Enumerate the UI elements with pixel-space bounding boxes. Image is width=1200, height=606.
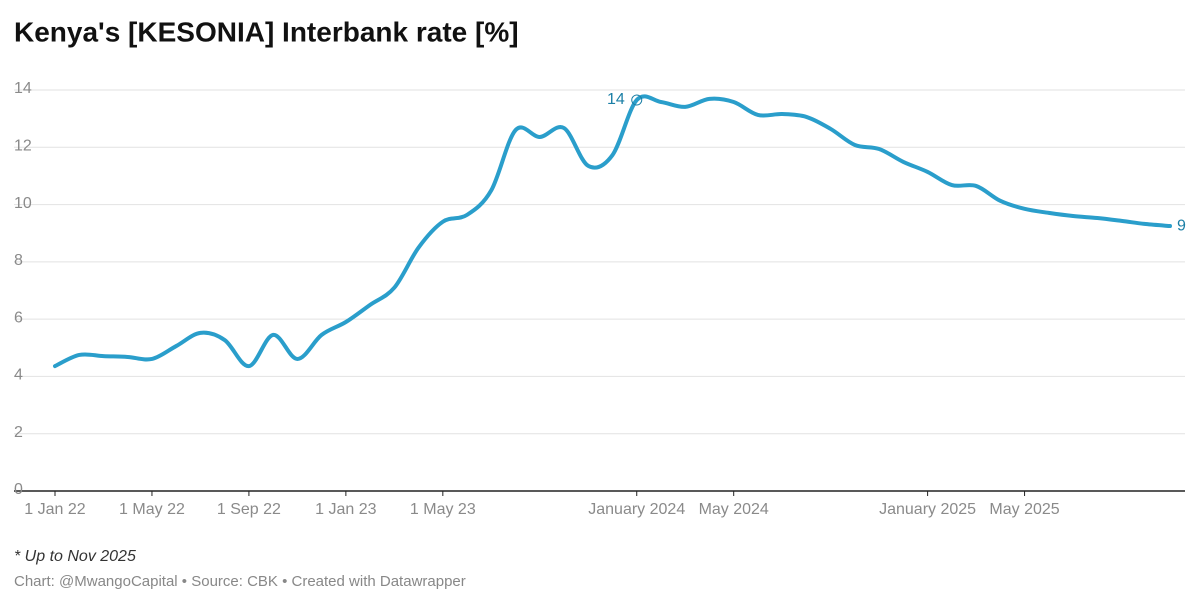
y-tick-label: 2 bbox=[14, 424, 23, 441]
y-tick-label: 10 bbox=[14, 195, 32, 212]
note: * Up to Nov 2025 bbox=[14, 548, 136, 565]
source: Chart: @MwangoCapital • Source: CBK • Cr… bbox=[14, 573, 466, 590]
x-tick-label: May 2024 bbox=[699, 501, 769, 518]
y-tick-label: 4 bbox=[14, 367, 23, 384]
x-tick-label: 1 Jan 22 bbox=[24, 501, 85, 518]
x-tick-label: May 2025 bbox=[989, 501, 1059, 518]
highlight-point bbox=[631, 94, 643, 106]
x-tick-label: 1 Jan 23 bbox=[315, 501, 376, 518]
x-tick-label: January 2025 bbox=[879, 501, 976, 518]
y-tick-label: 0 bbox=[14, 481, 23, 498]
x-tick-label: 1 May 23 bbox=[410, 501, 476, 518]
x-tick-label: January 2024 bbox=[588, 501, 685, 518]
chart-title: Kenya's [KESONIA] Interbank rate [%] bbox=[14, 16, 519, 47]
value-label: 14 bbox=[607, 91, 625, 108]
x-tick-label: 1 May 22 bbox=[119, 501, 185, 518]
y-tick-label: 14 bbox=[14, 80, 32, 97]
y-tick-label: 6 bbox=[14, 309, 23, 326]
y-tick-label: 8 bbox=[14, 252, 23, 269]
line bbox=[53, 94, 1172, 369]
value-label: 9 bbox=[1177, 217, 1186, 234]
y-tick-label: 12 bbox=[14, 138, 32, 155]
x-tick-label: 1 Sep 22 bbox=[217, 501, 281, 518]
